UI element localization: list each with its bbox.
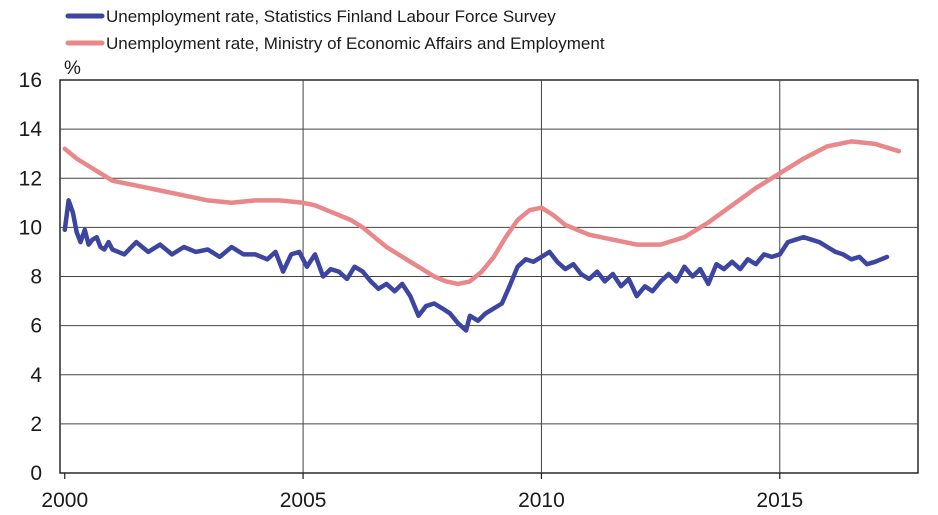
y-tick-label: 10 bbox=[19, 216, 42, 239]
y-tick-label: 14 bbox=[19, 118, 43, 141]
x-tick-label: 2015 bbox=[756, 489, 803, 512]
y-tick-label: 12 bbox=[19, 167, 42, 190]
y-tick-label: 6 bbox=[30, 315, 42, 338]
y-tick-label: 2 bbox=[30, 413, 42, 436]
series-line-ministry bbox=[62, 139, 902, 287]
x-tick-label: 2005 bbox=[280, 489, 327, 512]
legend-label: Unemployment rate, Statistics Finland La… bbox=[106, 7, 556, 26]
x-tick-label: 2000 bbox=[41, 489, 88, 512]
y-tick-label: 4 bbox=[30, 364, 42, 387]
series-line-lfs bbox=[62, 198, 890, 333]
y-unit-label: % bbox=[64, 58, 81, 79]
legend-label: Unemployment rate, Ministry of Economic … bbox=[106, 34, 605, 53]
x-tick-label: 2010 bbox=[518, 489, 565, 512]
y-tick-label: 16 bbox=[19, 69, 42, 92]
y-tick-label: 0 bbox=[30, 462, 42, 485]
y-tick-label: 8 bbox=[30, 266, 42, 289]
